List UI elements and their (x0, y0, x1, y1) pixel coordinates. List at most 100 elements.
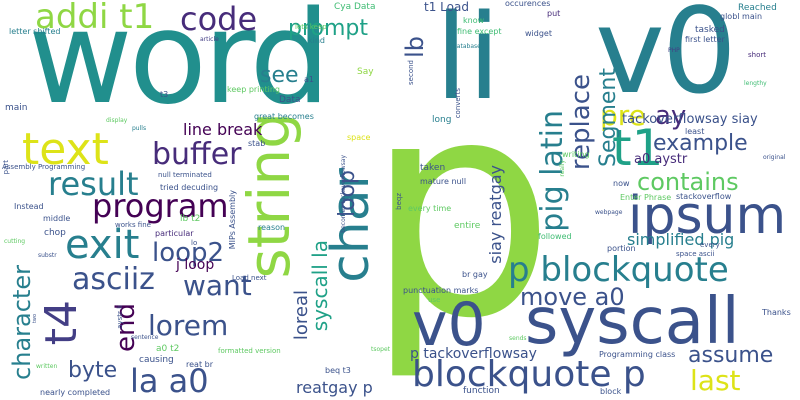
word-cloud-word: v0 (595, 0, 737, 120)
word-cloud-word: occurences (505, 0, 551, 8)
word-cloud-word: original (763, 154, 786, 161)
word-cloud-word: formatted version (218, 347, 281, 355)
word-cloud-word: p (365, 35, 556, 384)
word-cloud-word: syscall (525, 285, 740, 359)
word-cloud-word: simplified pig (627, 230, 735, 249)
word-cloud-word: every time (408, 204, 452, 213)
word-cloud-word: word (28, 0, 331, 133)
word-cloud-word: Data (279, 95, 301, 105)
word-cloud-word: li (435, 0, 501, 126)
word-cloud-word: writing (562, 150, 590, 159)
word-cloud-word: want (183, 269, 252, 302)
word-cloud-word: works fine (115, 221, 151, 229)
word-cloud-word: stab (248, 139, 266, 148)
word-cloud-word: space ascii (676, 250, 715, 258)
word-cloud-word: assume (688, 343, 774, 368)
word-cloud-word: siay reatgay (486, 165, 505, 264)
word-cloud-word: aystr li (116, 305, 124, 329)
word-cloud-word: substr (38, 252, 57, 259)
word-cloud-word: t1 (612, 119, 664, 177)
word-cloud-word: widget (525, 29, 552, 38)
word-cloud-word: stackoverflow (676, 192, 732, 201)
word-cloud-word: letter shifted (9, 27, 61, 36)
word-cloud-word: every (700, 241, 720, 249)
word-cloud-word: blockquote p (412, 354, 646, 395)
word-cloud-word: p tackoverflowsay (410, 346, 537, 362)
word-cloud-word: beq t3 (325, 366, 351, 375)
word-cloud-word: part (2, 160, 10, 175)
word-cloud-word: lets keep (295, 23, 327, 31)
word-cloud-word: j loop (176, 257, 215, 273)
word-cloud-word: ipsum (628, 186, 787, 246)
word-cloud-word: PHP (668, 47, 680, 54)
word-cloud-word: short (748, 51, 766, 59)
word-cloud-word: example (653, 131, 748, 156)
word-cloud-word: la a0 (130, 362, 209, 400)
word-cloud-word: mature null (420, 177, 467, 186)
word-cloud-word: t1 Load (424, 0, 469, 14)
word-cloud-word: kind (308, 36, 326, 45)
word-cloud-word: punctuation marks (403, 286, 479, 295)
word-cloud-word: really (559, 160, 566, 177)
word-cloud-word: see (260, 63, 299, 88)
word-cloud-word: middle (43, 214, 71, 223)
word-cloud-word: Assembly Programming (2, 163, 86, 171)
word-cloud-word: webpage (595, 209, 623, 216)
word-cloud-word: exit (65, 222, 140, 268)
word-cloud-word: t4 (36, 300, 87, 346)
word-cloud-word: buffer (152, 137, 242, 172)
word-cloud-word: reason (258, 223, 286, 232)
word-cloud-word: first letter (685, 35, 725, 44)
word-cloud-word: Thanks (762, 308, 791, 317)
word-cloud-word: beqz (395, 193, 403, 210)
word-cloud-word: chop (44, 228, 66, 238)
word-cloud-word: keep printing (227, 85, 280, 94)
word-cloud-word: byte (68, 358, 118, 383)
word-cloud-word: entire (454, 221, 481, 231)
word-cloud-word: br gay (462, 270, 488, 279)
word-cloud-word: block (600, 387, 622, 396)
word-cloud-word: use (428, 296, 441, 304)
word-cloud-word: lo (191, 239, 198, 247)
word-cloud-word: reatgay p (296, 378, 373, 397)
word-cloud-word: loop2 (152, 238, 225, 268)
word-cloud-word: v0 (412, 290, 486, 360)
word-cloud-word: contains (637, 168, 739, 196)
word-cloud-word: lengthy (744, 80, 767, 87)
word-cloud-word: loreal (291, 290, 312, 341)
word-cloud-word: reat br (186, 360, 213, 369)
word-cloud-word: globl main (720, 12, 763, 21)
word-cloud-word: move a0 (520, 283, 625, 311)
word-cloud-word: Load next (232, 274, 267, 282)
word-cloud-word: long (432, 115, 452, 125)
word-cloud-word: Programming class (599, 350, 676, 359)
word-cloud-word: great becomes (254, 112, 314, 121)
word-cloud-word: t3 (160, 90, 169, 99)
word-cloud-word: lorem (148, 309, 229, 342)
word-cloud-word: fine except (457, 27, 502, 36)
word-cloud-word: code (180, 0, 258, 38)
word-cloud-word: program (92, 187, 229, 225)
word-cloud-word: becomes tackoverflowsay (340, 155, 347, 233)
word-cloud-word: text (22, 124, 109, 175)
word-cloud-word: tsopet (371, 346, 391, 353)
word-cloud-word: second (407, 60, 415, 85)
word-cloud-word: MIPs Assembly (228, 190, 237, 250)
word-cloud-word: nearly completed (40, 388, 111, 397)
word-cloud-word: addi t1 (35, 0, 155, 37)
word-cloud-word: space (347, 133, 371, 142)
word-cloud-word: sentence (131, 334, 159, 341)
word-cloud-word: database (453, 43, 481, 50)
word-cloud-word: display (106, 117, 128, 124)
word-cloud-word: article (200, 36, 219, 43)
word-cloud-word: null terminated (158, 171, 212, 179)
word-cloud-word: Instead (14, 202, 44, 211)
word-cloud-word: taken (420, 163, 446, 173)
word-cloud-word: prompt (288, 16, 369, 41)
word-cloud-word: put (547, 9, 561, 18)
word-cloud-word: two (32, 314, 38, 324)
word-cloud-word: cutting (4, 238, 26, 245)
word-cloud-word: sends (509, 335, 527, 342)
word-cloud-word: p blockquote (508, 250, 729, 290)
